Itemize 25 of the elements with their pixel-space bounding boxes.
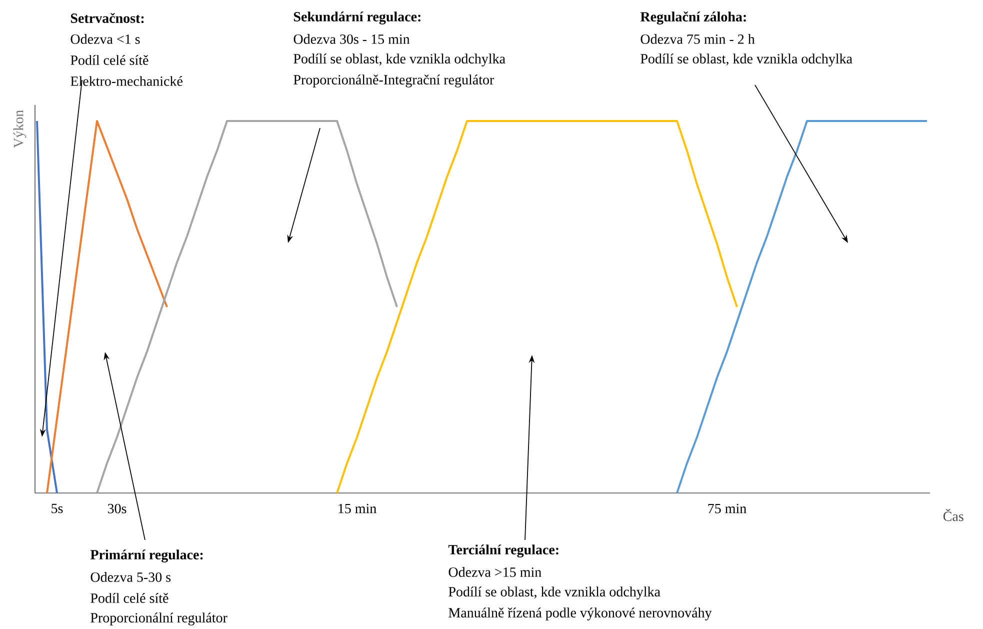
- text: Proporcionálně-Integrační regulátor: [294, 74, 494, 88]
- x-axis-title: Čas: [943, 508, 964, 522]
- text: Odezva <1 s: [70, 34, 140, 44]
- text: Podílí se oblast, kde vznikla odchylka: [448, 586, 660, 600]
- text: Sekundární regulace:: [294, 12, 420, 24]
- x-tick-label: 75 min: [708, 504, 746, 514]
- text: Podíl celé sítě: [70, 55, 148, 65]
- text: Odezva >15 min: [448, 567, 542, 577]
- text: Proporcionální regulátor: [90, 612, 228, 626]
- text: Odezva 75 min - 2 h: [640, 34, 755, 44]
- text: Regulační záloha:: [640, 12, 746, 24]
- x-tick-label: 30s: [108, 504, 126, 514]
- text: Podíl celé sítě: [90, 593, 168, 603]
- text: Terciální regulace:: [448, 544, 558, 558]
- text: Primární regulace:: [90, 550, 203, 562]
- text: Odezva 5-30 s: [90, 572, 171, 582]
- x-tick-label: 15 min: [338, 504, 376, 514]
- text: Manuálně řízená podle výkonové nerovnováhy: [448, 608, 712, 620]
- text: Odezva 30s - 15 min: [294, 34, 410, 44]
- text: Podílí se oblast, kde vznikla odchylka: [640, 54, 852, 66]
- text: Podílí se oblast, kde vznikla odchylka: [294, 54, 506, 66]
- y-axis-title: Výkon: [13, 110, 26, 148]
- x-tick-label: 5s: [52, 504, 63, 514]
- text: Elektro-mechanické: [70, 76, 182, 86]
- text: Setrvačnost:: [70, 12, 144, 24]
